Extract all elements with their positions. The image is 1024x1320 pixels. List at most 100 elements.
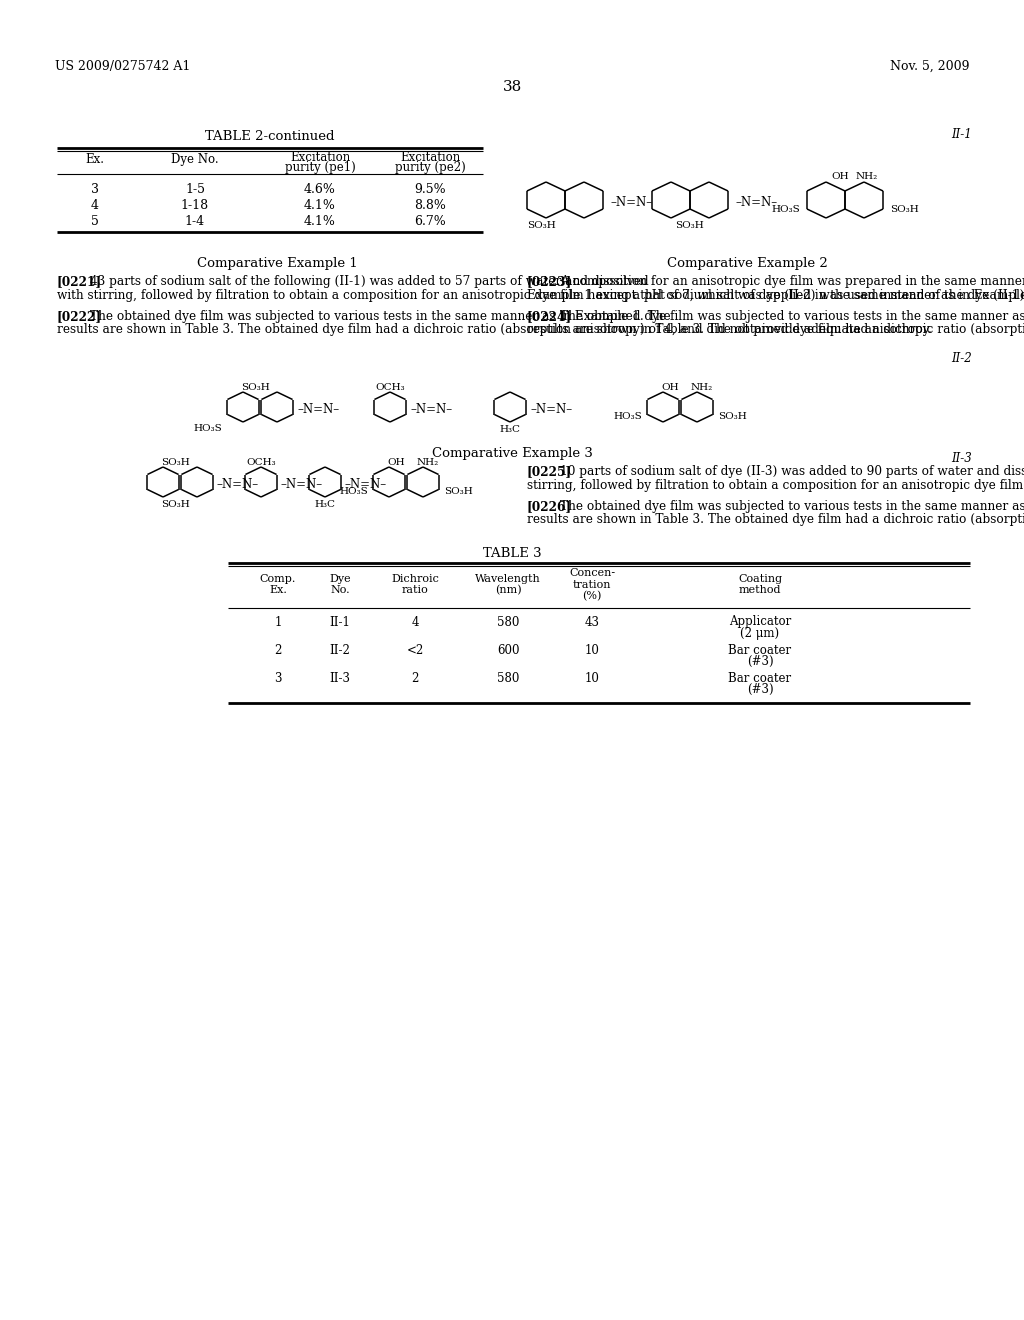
Text: [0223]: [0223] [527,275,572,288]
Text: 4: 4 [412,615,419,628]
Text: II-1: II-1 [330,615,350,628]
Text: [0221]: [0221] [57,275,102,288]
Text: 3: 3 [274,672,282,685]
Text: 4.1%: 4.1% [304,215,336,228]
Text: SO₃H: SO₃H [526,220,555,230]
Text: method: method [738,585,781,595]
Text: OH: OH [387,458,404,467]
Text: [0225]: [0225] [527,465,572,478]
Text: SO₃H: SO₃H [161,458,189,467]
Text: II-3: II-3 [951,451,972,465]
Text: 600: 600 [497,644,519,656]
Text: SO₃H: SO₃H [676,220,705,230]
Text: 10: 10 [585,672,599,685]
Text: 580: 580 [497,672,519,685]
Text: Excitation: Excitation [400,150,460,164]
Text: 1-18: 1-18 [181,199,209,213]
Text: 1-5: 1-5 [185,183,205,195]
Text: HO₃S: HO₃S [339,487,368,496]
Text: <2: <2 [407,644,424,656]
Text: (nm): (nm) [495,585,521,595]
Text: OCH₃: OCH₃ [246,458,275,467]
Text: Comparative Example 3: Comparative Example 3 [431,447,593,459]
Text: Concen-: Concen- [569,568,615,578]
Text: [0222]: [0222] [57,310,102,323]
Text: results are shown in Table 3. The obtained dye film had a dichroic ratio (absorp: results are shown in Table 3. The obtain… [527,513,1024,527]
Text: SO₃H: SO₃H [718,412,746,421]
Text: 38: 38 [503,81,521,94]
Text: A composition for an anisotropic dye film was prepared in the same manner as in : A composition for an anisotropic dye fil… [560,275,1024,288]
Text: (2 μm): (2 μm) [740,627,779,640]
Text: No.: No. [330,585,350,595]
Text: 2: 2 [412,672,419,685]
Text: Bar coater: Bar coater [728,672,792,685]
Text: ratio: ratio [401,585,428,595]
Text: 43 parts of sodium salt of the following (II-1) was added to 57 parts of water a: 43 parts of sodium salt of the following… [90,275,649,288]
Text: 9.5%: 9.5% [414,183,445,195]
Text: [0226]: [0226] [527,500,572,513]
Text: 4: 4 [91,199,99,213]
Text: HO₃S: HO₃S [771,205,800,214]
Text: 1-4: 1-4 [185,215,205,228]
Text: –N=N–: –N=N– [735,195,777,209]
Text: –N=N–: –N=N– [410,403,453,416]
Text: 6.7%: 6.7% [414,215,445,228]
Text: 3: 3 [91,183,99,195]
Text: Bar coater: Bar coater [728,644,792,656]
Text: Nov. 5, 2009: Nov. 5, 2009 [890,59,969,73]
Text: Example 1 except that sodium salt of dye (II-2) was used instead of the dye (II-: Example 1 except that sodium salt of dye… [527,289,1024,301]
Text: 10: 10 [585,644,599,656]
Text: The obtained dye film was subjected to various tests in the same manner as in Ex: The obtained dye film was subjected to v… [90,310,671,323]
Text: Wavelength: Wavelength [475,574,541,583]
Text: 5: 5 [91,215,99,228]
Text: Applicator: Applicator [729,615,792,628]
Text: purity (pe1): purity (pe1) [285,161,355,174]
Text: II-3: II-3 [330,672,350,685]
Text: –N=N–: –N=N– [344,478,386,491]
Text: Dye No.: Dye No. [171,153,219,166]
Text: (#3): (#3) [746,655,773,668]
Text: HO₃S: HO₃S [613,412,642,421]
Text: Coating: Coating [738,574,782,583]
Text: results are shown in Table 3. The obtained dye film had a dichroic ratio (absorp: results are shown in Table 3. The obtain… [527,323,1024,337]
Text: 8.8%: 8.8% [414,199,445,213]
Text: OCH₃: OCH₃ [375,383,404,392]
Text: SO₃H: SO₃H [890,205,919,214]
Text: stirring, followed by filtration to obtain a composition for an anisotropic dye : stirring, followed by filtration to obta… [527,479,1024,491]
Text: Dichroic: Dichroic [391,574,439,583]
Text: SO₃H: SO₃H [241,383,269,392]
Text: 4.6%: 4.6% [304,183,336,195]
Text: (%): (%) [583,591,602,602]
Text: The obtained dye film was subjected to various tests in the same manner as in Ex: The obtained dye film was subjected to v… [560,310,1024,323]
Text: The obtained dye film was subjected to various tests in the same manner as in Ex: The obtained dye film was subjected to v… [560,500,1024,513]
Text: (#3): (#3) [746,682,773,696]
Text: TABLE 2-continued: TABLE 2-continued [205,129,335,143]
Text: SO₃H: SO₃H [444,487,473,496]
Text: TABLE 3: TABLE 3 [482,546,542,560]
Text: 10 parts of sodium salt of dye (II-3) was added to 90 parts of water and dissolv: 10 parts of sodium salt of dye (II-3) wa… [560,465,1024,478]
Text: Excitation: Excitation [290,150,350,164]
Text: –N=N–: –N=N– [610,195,652,209]
Text: OH: OH [831,172,849,181]
Text: 2: 2 [274,644,282,656]
Text: 1: 1 [274,615,282,628]
Text: –N=N–: –N=N– [216,478,258,491]
Text: NH₂: NH₂ [856,172,879,181]
Text: II-1: II-1 [951,128,972,141]
Text: NH₂: NH₂ [417,458,439,467]
Text: Ex.: Ex. [269,585,287,595]
Text: 580: 580 [497,615,519,628]
Text: 4.1%: 4.1% [304,199,336,213]
Text: Comp.: Comp. [260,574,296,583]
Text: US 2009/0275742 A1: US 2009/0275742 A1 [55,59,190,73]
Text: tration: tration [572,579,611,590]
Text: Comparative Example 2: Comparative Example 2 [667,257,827,271]
Text: –N=N–: –N=N– [280,478,323,491]
Text: –N=N–: –N=N– [530,403,572,416]
Text: II-2: II-2 [951,352,972,366]
Text: with stirring, followed by filtration to obtain a composition for an anisotropic: with stirring, followed by filtration to… [57,289,1024,301]
Text: Ex.: Ex. [85,153,104,166]
Text: H₃C: H₃C [500,425,520,434]
Text: –N=N–: –N=N– [297,403,339,416]
Text: purity (pe2): purity (pe2) [394,161,465,174]
